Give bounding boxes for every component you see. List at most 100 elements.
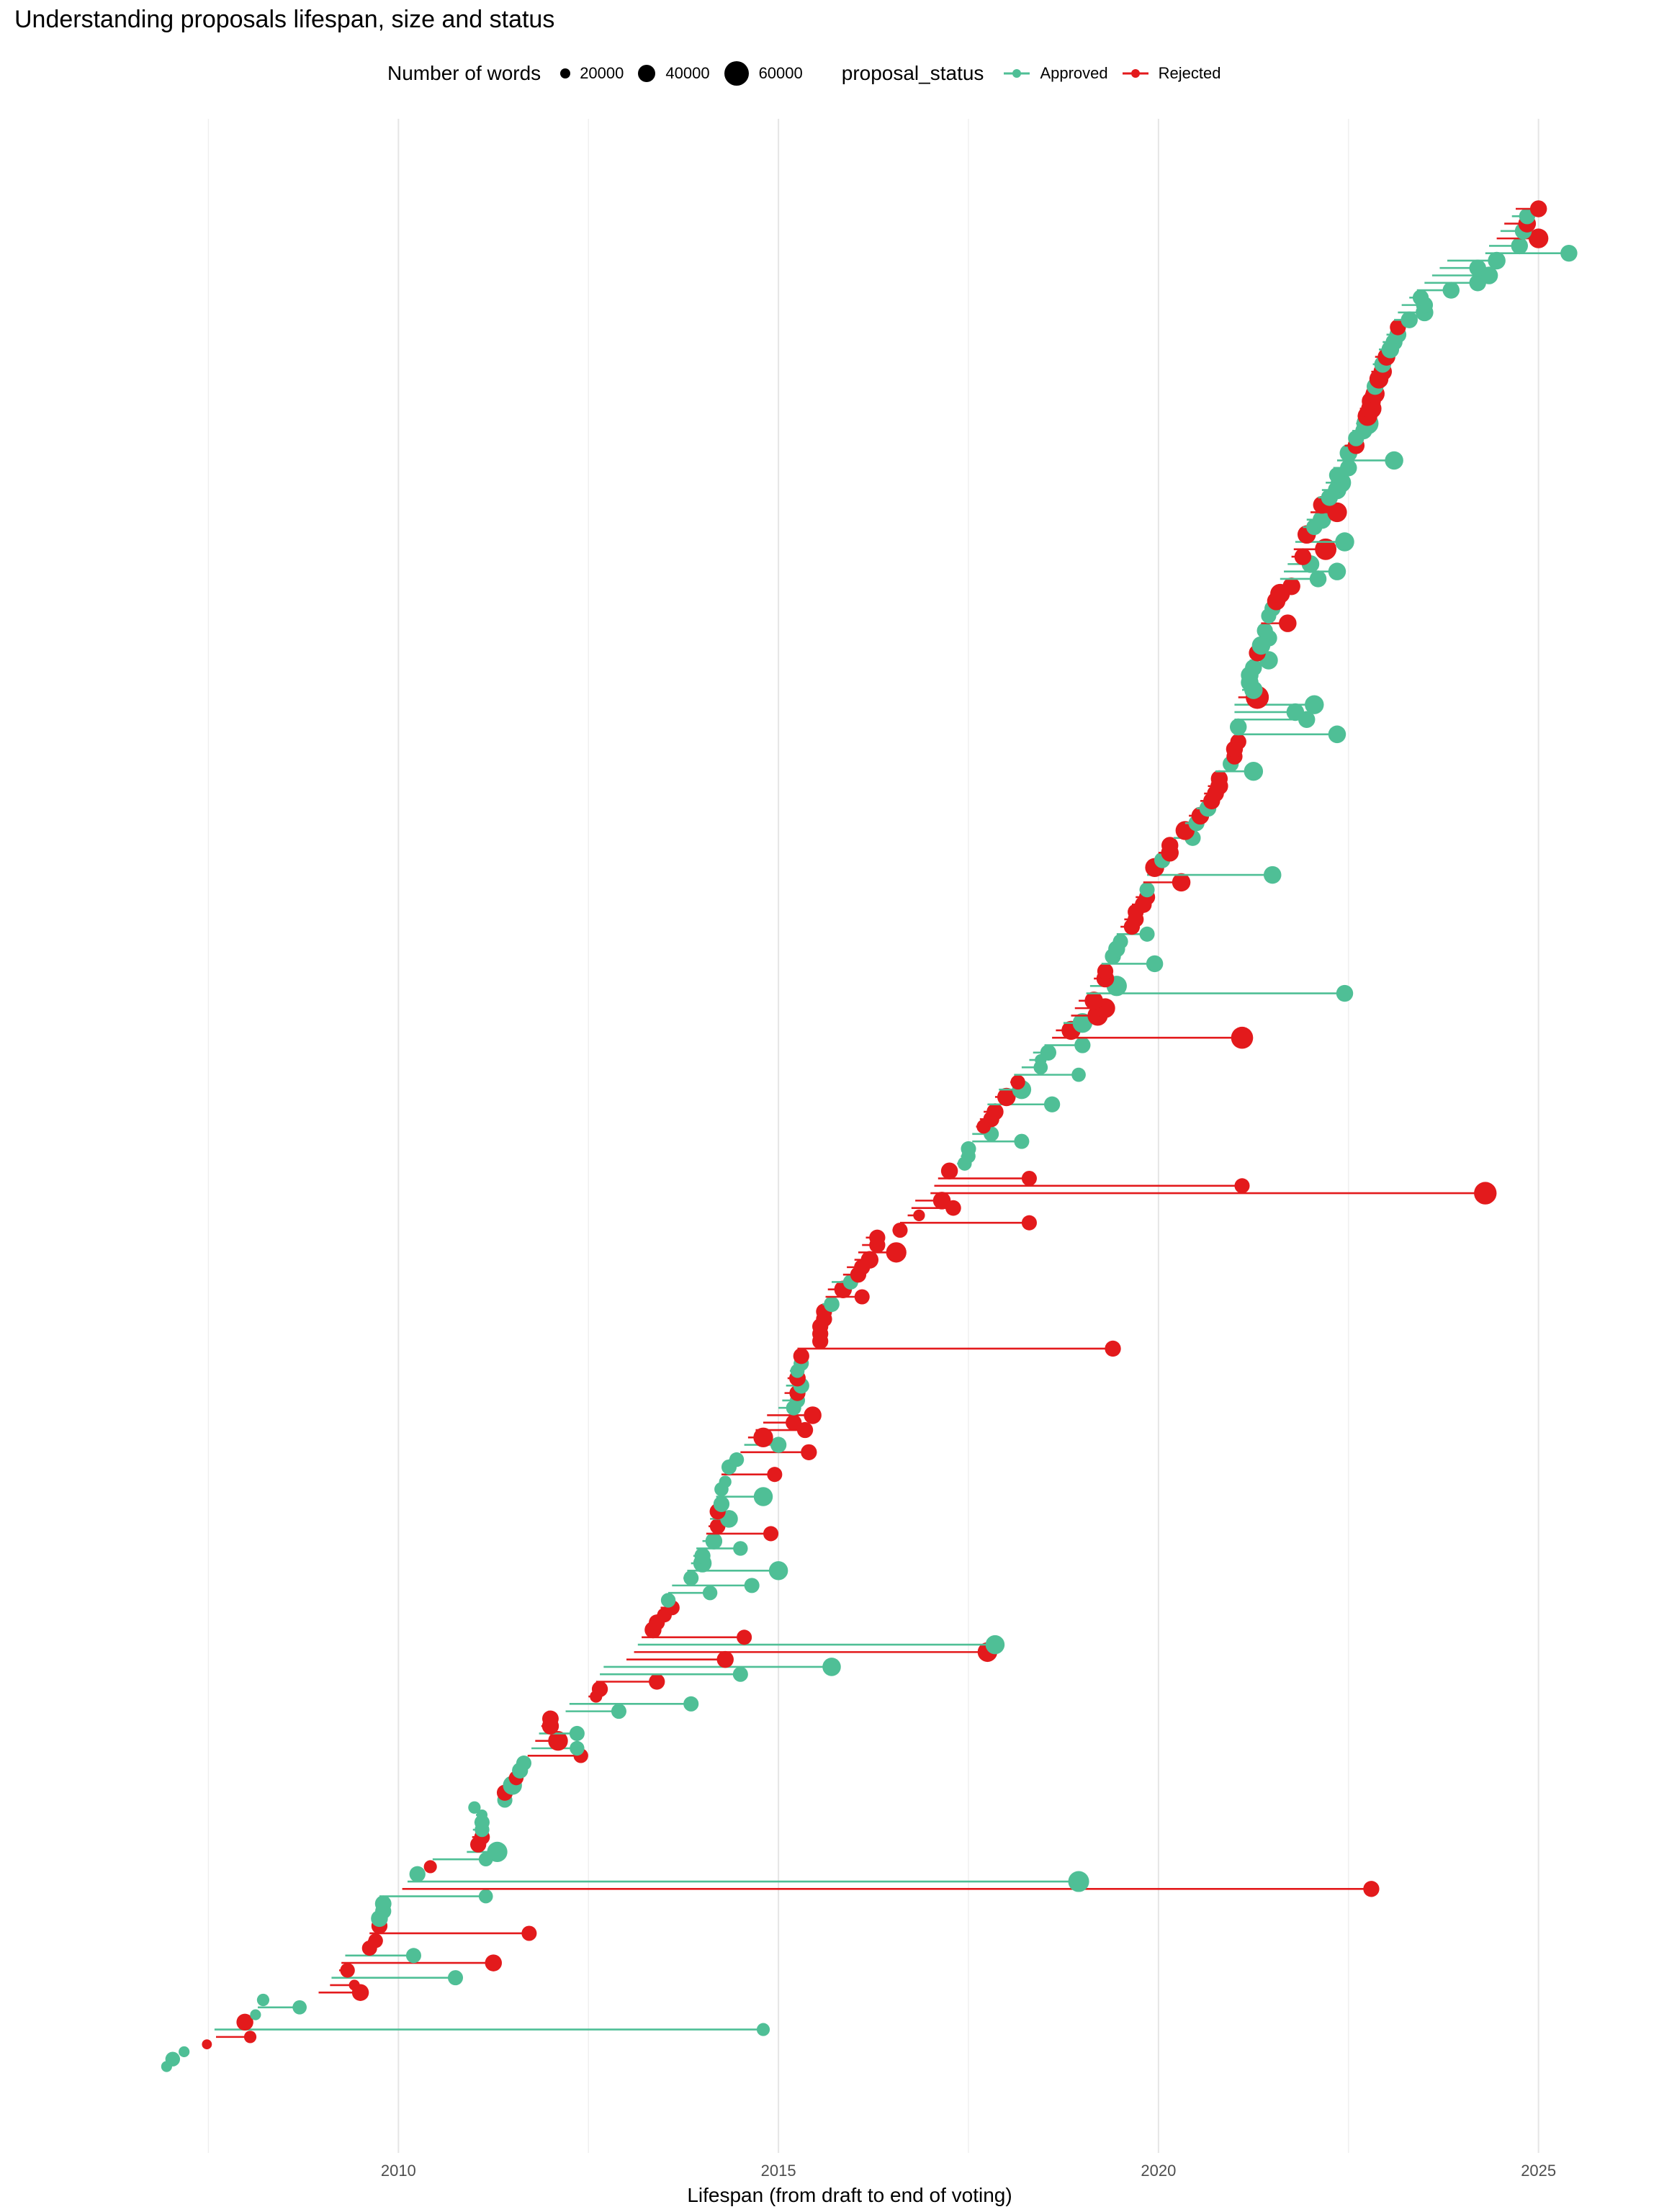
proposal-dumbbell — [179, 2046, 190, 2058]
proposal-point — [1139, 882, 1155, 898]
proposal-point — [913, 1209, 925, 1222]
proposal-dumbbell — [961, 1141, 976, 1156]
proposal-dumbbell — [374, 1895, 392, 1912]
legend-color-item-rejected: Rejected — [1121, 64, 1220, 83]
proposal-point — [292, 2000, 307, 2015]
legend-size-group: 20000 40000 60000 — [559, 60, 816, 87]
legend-color-title: proposal_status — [841, 62, 984, 84]
legend-color-key-approved — [1002, 68, 1031, 79]
proposal-dumbbell — [1489, 237, 1529, 255]
proposal-point — [570, 1740, 585, 1756]
proposal-point — [854, 1289, 870, 1305]
proposal-dumbbell — [915, 1192, 951, 1210]
proposal-dumbbell — [369, 1925, 537, 1941]
proposal-point — [1234, 1178, 1250, 1194]
proposal-point — [961, 1141, 976, 1156]
proposal-point — [468, 1801, 481, 1814]
proposal-point — [770, 1437, 787, 1453]
proposal-point — [1294, 548, 1312, 565]
proposal-dumbbell — [672, 1578, 760, 1593]
proposal-point — [611, 1704, 626, 1719]
proposal-dumbbell — [755, 1421, 814, 1439]
x-tick-label: 2020 — [1141, 2162, 1176, 2180]
proposal-point — [1401, 311, 1418, 328]
proposal-dumbbell — [408, 1871, 1089, 1892]
proposal-dumbbell — [1280, 570, 1327, 588]
proposal-dumbbell — [900, 1215, 1037, 1231]
proposal-point — [1305, 695, 1324, 714]
proposal-dumbbell — [1245, 659, 1262, 677]
proposal-point — [932, 1192, 951, 1210]
proposal-point — [753, 1487, 773, 1506]
proposal-dumbbell — [402, 1881, 1380, 1897]
proposal-point — [1474, 1182, 1497, 1205]
proposal-dumbbell — [763, 1414, 802, 1431]
proposal-point — [824, 1296, 840, 1313]
proposal-dumbbell — [1234, 725, 1346, 744]
proposal-point — [660, 1593, 676, 1608]
legend-size-item: 60000 — [723, 60, 803, 87]
x-tick-label: 2015 — [761, 2162, 796, 2180]
proposal-dumbbell — [409, 1866, 426, 1882]
proposal-point — [1412, 289, 1429, 306]
legend-size-label: 60000 — [758, 64, 803, 82]
proposal-dumbbell — [1256, 622, 1273, 639]
proposal-dumbbell — [1044, 1037, 1091, 1053]
proposal-dumbbell — [1010, 1074, 1025, 1090]
proposal-dumbbell — [626, 1650, 734, 1668]
legend-size-dot-large — [723, 60, 750, 87]
proposal-point — [1286, 703, 1305, 721]
legend: Number of words 20000 40000 60000 propos… — [387, 58, 1259, 89]
proposal-point — [997, 1087, 1016, 1107]
proposal-dumbbell — [1147, 866, 1282, 884]
proposal-point — [1315, 538, 1337, 560]
proposal-point — [1328, 725, 1346, 744]
proposal-dumbbell — [1293, 538, 1337, 560]
proposal-dumbbell — [1496, 228, 1549, 248]
proposal-dumbbell — [1261, 614, 1297, 632]
proposal-point — [256, 1993, 270, 2007]
proposal-point — [1282, 577, 1300, 595]
proposal-dumbbell — [1097, 963, 1114, 979]
proposal-point — [1097, 963, 1114, 979]
proposal-dumbbell — [1447, 251, 1506, 270]
x-tick-label: 2025 — [1521, 2162, 1556, 2180]
proposal-dumbbell — [683, 1570, 699, 1586]
proposal-dumbbell — [940, 1162, 958, 1179]
proposal-point — [423, 1860, 437, 1874]
proposal-point — [485, 1954, 503, 1972]
proposal-dumbbell — [216, 2031, 257, 2044]
proposal-point — [744, 1578, 760, 1593]
proposal-dumbbell — [1230, 733, 1246, 750]
proposal-dumbbell — [729, 1452, 745, 1467]
proposal-point — [374, 1895, 392, 1912]
proposal-dumbbell — [423, 1860, 437, 1874]
proposal-point — [1010, 1074, 1025, 1090]
proposal-point — [786, 1414, 802, 1431]
proposal-dumbbell — [793, 1348, 809, 1364]
proposal-dumbbell — [747, 1427, 773, 1447]
proposal-point — [1309, 570, 1327, 588]
proposal-point — [1327, 502, 1347, 523]
x-tick-label: 2010 — [381, 2162, 416, 2180]
proposal-point — [1068, 1871, 1089, 1892]
proposal-dumbbell — [1079, 992, 1103, 1010]
proposal-point — [719, 1475, 732, 1488]
proposal-dumbbell — [1516, 200, 1547, 217]
proposal-dumbbell — [539, 1725, 585, 1741]
proposal-point — [516, 1755, 532, 1771]
proposal-point — [1560, 244, 1578, 262]
legend-size-item: 20000 — [559, 64, 624, 83]
proposal-dumbbell — [565, 1704, 626, 1719]
proposal-dumbbell — [214, 2023, 770, 2036]
proposal-dumbbell — [740, 1444, 817, 1461]
proposal-point — [1043, 1096, 1061, 1112]
legend-size-dot-small — [559, 68, 571, 79]
proposal-point — [1336, 984, 1354, 1002]
proposal-point — [1335, 532, 1354, 552]
proposal-point — [1021, 1215, 1037, 1231]
proposal-point — [694, 1547, 711, 1564]
proposal-dumbbell — [331, 1970, 464, 1986]
proposal-dumbbell — [1033, 1044, 1056, 1061]
proposal-point — [886, 1242, 907, 1263]
